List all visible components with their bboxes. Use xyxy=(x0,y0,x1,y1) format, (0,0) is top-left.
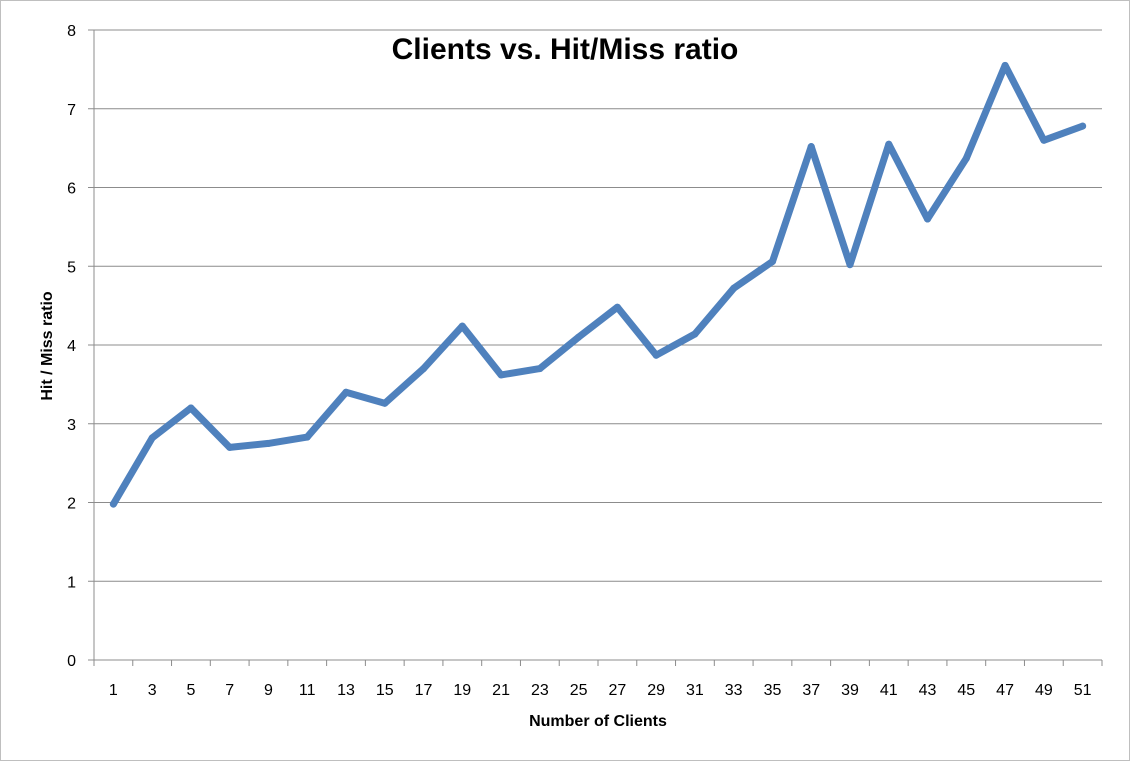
data-point xyxy=(768,258,776,266)
x-tick-label: 3 xyxy=(148,682,157,699)
x-tick-label: 35 xyxy=(764,682,782,699)
data-point xyxy=(575,333,583,341)
data-point xyxy=(885,140,893,148)
series-layer xyxy=(109,61,1087,508)
x-tick-label: 33 xyxy=(725,682,743,699)
gridlines xyxy=(94,29,1102,582)
data-point xyxy=(420,365,428,373)
y-tick-label: 6 xyxy=(67,181,76,198)
x-tick-label: 21 xyxy=(492,682,510,699)
y-tick-label: 3 xyxy=(67,417,76,434)
data-point xyxy=(1040,136,1048,144)
data-point xyxy=(148,434,156,442)
y-axis-title: Hit / Miss ratio xyxy=(39,291,56,401)
x-tick-label: 47 xyxy=(996,682,1014,699)
x-tick-label: 11 xyxy=(299,682,316,699)
x-tick-labels: 1 3 5 7 9 11 13 15 17 19 21 23 25 27 29 31 33 35 37 39 41 43 4… xyxy=(109,682,1092,699)
data-point xyxy=(962,154,970,162)
data-point xyxy=(846,261,854,269)
x-tick-label: 45 xyxy=(957,682,975,699)
x-tick-label: 15 xyxy=(376,682,394,699)
data-point xyxy=(613,303,621,311)
x-tick-label: 9 xyxy=(264,682,273,699)
data-point xyxy=(303,433,311,441)
x-tick-label: 39 xyxy=(841,682,859,699)
x-tick-label: 7 xyxy=(225,682,234,699)
y-tick-label: 0 xyxy=(67,653,76,670)
x-axis-title: Number of Clients xyxy=(529,713,667,730)
data-point xyxy=(691,330,699,338)
x-tick-label: 5 xyxy=(186,682,195,699)
x-tick-label: 25 xyxy=(570,682,588,699)
data-point xyxy=(807,143,815,151)
x-tick-label: 37 xyxy=(802,682,820,699)
data-point xyxy=(730,284,738,292)
x-tick-label: 19 xyxy=(453,682,471,699)
x-tick-label: 17 xyxy=(415,682,433,699)
y-tick-label: 5 xyxy=(67,259,76,276)
y-tick-label: 4 xyxy=(67,338,76,355)
y-tick-labels: 0 1 2 3 4 5 6 7 8 xyxy=(67,23,76,670)
y-tick-label: 7 xyxy=(67,102,76,119)
x-tick-label: 49 xyxy=(1035,682,1053,699)
data-point xyxy=(497,371,505,379)
data-point xyxy=(226,443,234,451)
data-point xyxy=(342,388,350,396)
chart-title: Clients vs. Hit/Miss ratio xyxy=(392,33,739,66)
y-tick-label: 8 xyxy=(67,23,76,40)
x-tick-label: 23 xyxy=(531,682,549,699)
y-tick-label: 2 xyxy=(67,496,76,513)
x-tick-label: 1 xyxy=(109,682,118,699)
x-tick-label: 29 xyxy=(647,682,665,699)
axes xyxy=(88,29,1103,666)
x-tick-label: 31 xyxy=(686,682,704,699)
data-point xyxy=(109,500,117,508)
data-point xyxy=(1079,122,1087,130)
data-point xyxy=(652,351,660,359)
x-tick-label: 27 xyxy=(608,682,626,699)
x-tick-label: 51 xyxy=(1074,682,1092,699)
y-tick-label: 1 xyxy=(67,574,76,591)
x-tick-label: 43 xyxy=(919,682,937,699)
data-point xyxy=(536,365,544,373)
data-point xyxy=(458,322,466,330)
data-point xyxy=(924,215,932,223)
x-tick-label: 41 xyxy=(880,682,898,699)
data-point xyxy=(1001,61,1009,69)
data-point xyxy=(381,399,389,407)
data-point xyxy=(187,404,195,412)
x-tick-label: 13 xyxy=(337,682,355,699)
data-point xyxy=(264,439,272,447)
series-line-0 xyxy=(109,61,1087,508)
